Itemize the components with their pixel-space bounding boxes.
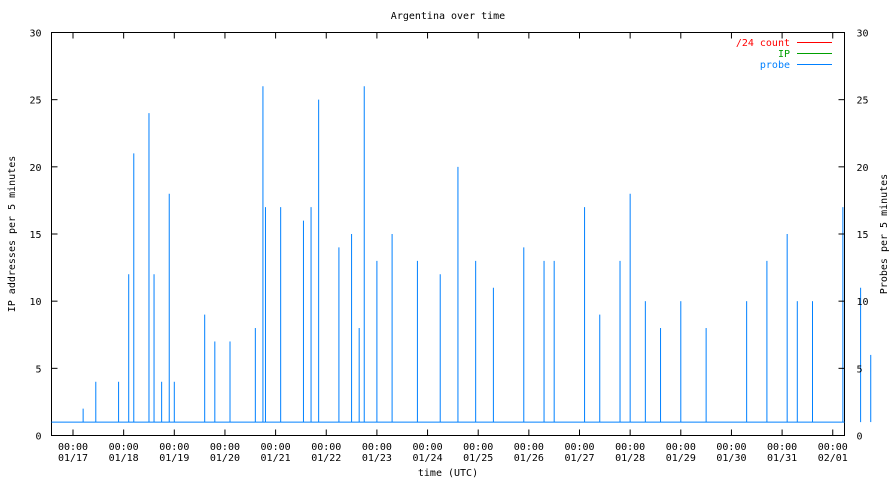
x-tick-time-7: 00:00 — [412, 442, 442, 453]
y-axis-label: IP addresses per 5 minutes — [7, 156, 18, 313]
x-tick-time-3: 00:00 — [210, 442, 240, 453]
legend-label-24-count: /24 count — [736, 38, 790, 49]
y-tick-label-right-3: 15 — [857, 230, 869, 241]
y-tick-label-right-2: 10 — [857, 297, 869, 308]
x-tick-time-10: 00:00 — [564, 442, 594, 453]
x-tick-time-1: 00:00 — [109, 442, 139, 453]
x-tick-date-4: 01/21 — [261, 453, 291, 464]
x-tick-date-7: 01/24 — [412, 453, 442, 464]
x-tick-time-15: 00:00 — [818, 442, 848, 453]
x-tick-date-12: 01/29 — [666, 453, 696, 464]
x-tick-date-6: 01/23 — [362, 453, 392, 464]
y-tick-label-right-0: 0 — [857, 432, 863, 443]
x-tick-date-11: 01/28 — [615, 453, 645, 464]
x-tick-time-8: 00:00 — [463, 442, 493, 453]
y-tick-label-right-1: 5 — [857, 364, 863, 375]
y-tick-label-left-5: 25 — [29, 96, 41, 107]
x-tick-date-10: 01/27 — [564, 453, 594, 464]
x-tick-date-8: 01/25 — [463, 453, 493, 464]
x-axis-label: time (UTC) — [418, 468, 478, 479]
x-tick-date-1: 01/18 — [109, 453, 139, 464]
probe-series — [51, 86, 872, 423]
x-tick-time-12: 00:00 — [666, 442, 696, 453]
x-tick-date-5: 01/22 — [311, 453, 341, 464]
y-tick-label-left-0: 0 — [35, 432, 41, 443]
legend-label-ip: IP — [778, 49, 790, 60]
x-tick-time-0: 00:00 — [58, 442, 88, 453]
x-tick-time-13: 00:00 — [716, 442, 746, 453]
x-tick-time-6: 00:00 — [362, 442, 392, 453]
y-tick-label-left-6: 30 — [29, 29, 41, 40]
x-tick-date-3: 01/20 — [210, 453, 240, 464]
chart-title: Argentina over time — [391, 11, 505, 22]
x-tick-time-4: 00:00 — [261, 442, 291, 453]
x-tick-date-9: 01/26 — [514, 453, 544, 464]
x-tick-date-14: 01/31 — [767, 453, 797, 464]
y-tick-label-left-2: 10 — [29, 297, 41, 308]
y-tick-label-right-5: 25 — [857, 96, 869, 107]
y-tick-label-left-3: 15 — [29, 230, 41, 241]
x-tick-date-0: 01/17 — [58, 453, 88, 464]
x-tick-time-14: 00:00 — [767, 442, 797, 453]
y-tick-label-left-1: 5 — [35, 364, 41, 375]
x-tick-date-2: 01/19 — [159, 453, 189, 464]
legend-label-probe: probe — [760, 60, 790, 71]
x-tick-time-5: 00:00 — [311, 442, 341, 453]
plot-frame — [51, 32, 845, 436]
x-tick-date-15: 02/01 — [818, 453, 848, 464]
legend: /24 count IP probe — [736, 38, 832, 71]
x-tick-date-13: 01/30 — [716, 453, 746, 464]
y-tick-label-left-4: 20 — [29, 163, 41, 174]
y-tick-label-right-6: 30 — [857, 29, 869, 40]
x-tick-time-2: 00:00 — [159, 442, 189, 453]
x-tick-time-11: 00:00 — [615, 442, 645, 453]
y2-axis-label: Probes per 5 minutes — [879, 174, 890, 294]
x-tick-time-9: 00:00 — [514, 442, 544, 453]
y-tick-label-right-4: 20 — [857, 163, 869, 174]
